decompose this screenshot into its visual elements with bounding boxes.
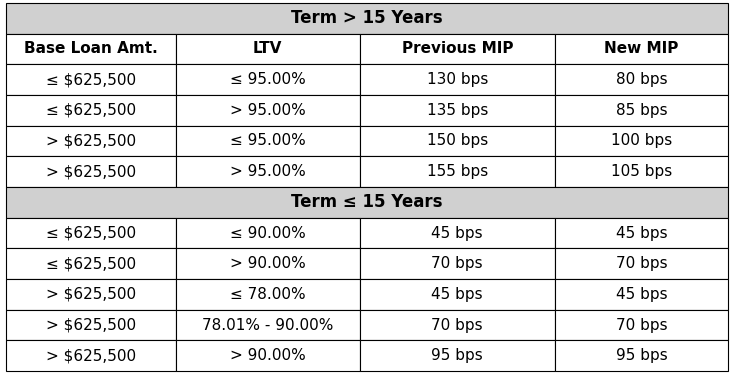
Text: 135 bps: 135 bps bbox=[426, 103, 488, 118]
Text: > $625,500: > $625,500 bbox=[46, 134, 136, 148]
Bar bbox=[555, 310, 728, 340]
Bar bbox=[6, 218, 175, 248]
Text: 130 bps: 130 bps bbox=[426, 72, 488, 87]
Text: 45 bps: 45 bps bbox=[432, 287, 483, 302]
Bar bbox=[175, 340, 360, 371]
Bar bbox=[175, 279, 360, 310]
Text: 70 bps: 70 bps bbox=[616, 256, 667, 271]
Bar bbox=[175, 64, 360, 95]
Text: 150 bps: 150 bps bbox=[426, 134, 488, 148]
Text: 100 bps: 100 bps bbox=[611, 134, 672, 148]
Bar bbox=[555, 156, 728, 187]
Text: ≤ 78.00%: ≤ 78.00% bbox=[230, 287, 305, 302]
Text: > 90.00%: > 90.00% bbox=[230, 348, 305, 363]
Text: 70 bps: 70 bps bbox=[616, 318, 667, 332]
Bar bbox=[360, 126, 555, 156]
Text: ≤ $625,500: ≤ $625,500 bbox=[46, 256, 136, 271]
Text: Term ≤ 15 Years: Term ≤ 15 Years bbox=[291, 193, 443, 211]
Text: 45 bps: 45 bps bbox=[432, 226, 483, 240]
Text: Term > 15 Years: Term > 15 Years bbox=[291, 9, 443, 27]
Text: ≤ $625,500: ≤ $625,500 bbox=[46, 103, 136, 118]
Text: Previous MIP: Previous MIP bbox=[401, 42, 513, 56]
Text: 105 bps: 105 bps bbox=[611, 164, 672, 179]
Bar bbox=[360, 248, 555, 279]
Bar bbox=[6, 34, 175, 64]
Text: > 90.00%: > 90.00% bbox=[230, 256, 305, 271]
Bar bbox=[175, 310, 360, 340]
Text: 78.01% - 90.00%: 78.01% - 90.00% bbox=[202, 318, 333, 332]
Bar bbox=[555, 248, 728, 279]
Text: > $625,500: > $625,500 bbox=[46, 287, 136, 302]
Bar bbox=[360, 95, 555, 126]
Text: > $625,500: > $625,500 bbox=[46, 164, 136, 179]
Bar bbox=[555, 279, 728, 310]
Text: 80 bps: 80 bps bbox=[616, 72, 667, 87]
Bar bbox=[555, 95, 728, 126]
Text: > 95.00%: > 95.00% bbox=[230, 164, 305, 179]
Bar bbox=[555, 218, 728, 248]
Text: 70 bps: 70 bps bbox=[432, 256, 483, 271]
Bar bbox=[175, 126, 360, 156]
Text: ≤ $625,500: ≤ $625,500 bbox=[46, 226, 136, 240]
Bar bbox=[6, 3, 728, 34]
Bar bbox=[175, 95, 360, 126]
Bar bbox=[360, 340, 555, 371]
Text: 70 bps: 70 bps bbox=[432, 318, 483, 332]
Bar bbox=[555, 340, 728, 371]
Text: > 95.00%: > 95.00% bbox=[230, 103, 305, 118]
Bar bbox=[6, 340, 175, 371]
Bar bbox=[175, 248, 360, 279]
Text: ≤ 90.00%: ≤ 90.00% bbox=[230, 226, 305, 240]
Bar bbox=[555, 34, 728, 64]
Text: LTV: LTV bbox=[253, 42, 283, 56]
Bar bbox=[360, 64, 555, 95]
Bar bbox=[6, 248, 175, 279]
Bar bbox=[6, 95, 175, 126]
Bar bbox=[360, 218, 555, 248]
Bar bbox=[6, 310, 175, 340]
Bar bbox=[175, 218, 360, 248]
Text: > $625,500: > $625,500 bbox=[46, 348, 136, 363]
Bar bbox=[360, 34, 555, 64]
Bar bbox=[6, 64, 175, 95]
Text: ≤ 95.00%: ≤ 95.00% bbox=[230, 134, 305, 148]
Bar bbox=[555, 126, 728, 156]
Bar bbox=[175, 34, 360, 64]
Text: New MIP: New MIP bbox=[604, 42, 679, 56]
Bar bbox=[6, 126, 175, 156]
Bar bbox=[360, 279, 555, 310]
Text: ≤ $625,500: ≤ $625,500 bbox=[46, 72, 136, 87]
Text: 155 bps: 155 bps bbox=[426, 164, 488, 179]
Bar bbox=[6, 156, 175, 187]
Bar bbox=[6, 187, 728, 218]
Text: Base Loan Amt.: Base Loan Amt. bbox=[24, 42, 158, 56]
Text: 45 bps: 45 bps bbox=[616, 287, 667, 302]
Text: > $625,500: > $625,500 bbox=[46, 318, 136, 332]
Text: ≤ 95.00%: ≤ 95.00% bbox=[230, 72, 305, 87]
Bar bbox=[555, 64, 728, 95]
Text: 95 bps: 95 bps bbox=[616, 348, 667, 363]
Text: 45 bps: 45 bps bbox=[616, 226, 667, 240]
Bar bbox=[6, 279, 175, 310]
Bar bbox=[360, 156, 555, 187]
Text: 85 bps: 85 bps bbox=[616, 103, 667, 118]
Bar bbox=[175, 156, 360, 187]
Bar bbox=[360, 310, 555, 340]
Text: 95 bps: 95 bps bbox=[432, 348, 483, 363]
